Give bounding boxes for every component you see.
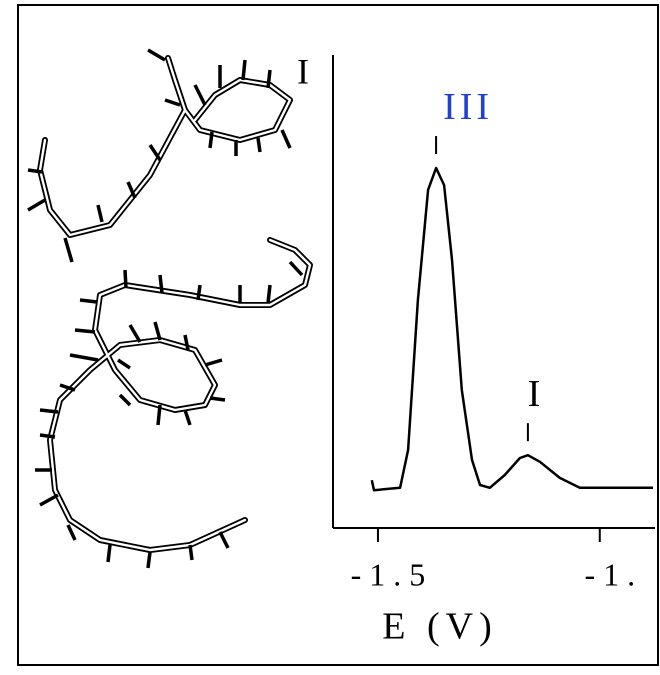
peak-label: I [528, 373, 545, 415]
data-line [370, 166, 653, 492]
peak-label: III [443, 86, 493, 128]
x-tick-label: - 1 . 5 [351, 556, 426, 592]
frame [17, 4, 659, 666]
x-axis-label: E (V) [382, 606, 497, 648]
strand-label: I [297, 51, 309, 91]
dna-strands [27, 48, 313, 569]
x-tick-label: - 1 . [584, 556, 635, 592]
